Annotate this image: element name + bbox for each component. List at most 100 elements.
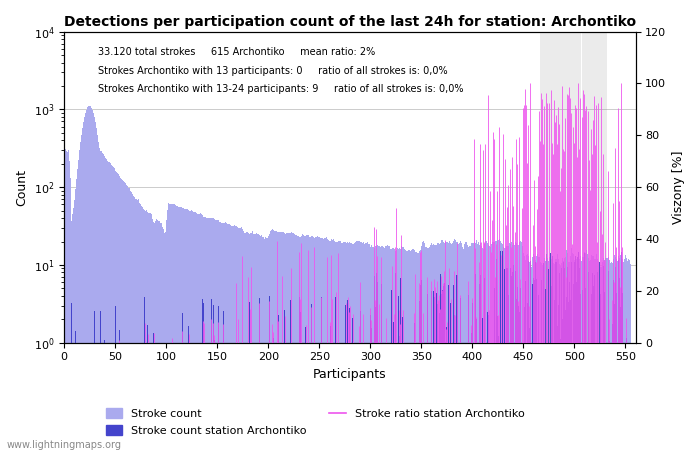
- Bar: [370, 315, 371, 450]
- Bar: [326, 237, 327, 450]
- Bar: [307, 235, 309, 450]
- Bar: [393, 248, 394, 450]
- Bar: [433, 243, 434, 450]
- Bar: [194, 212, 195, 450]
- Bar: [628, 259, 629, 450]
- Bar: [360, 242, 362, 450]
- Bar: [481, 246, 482, 450]
- Bar: [447, 242, 448, 450]
- Bar: [249, 234, 251, 450]
- Bar: [419, 301, 420, 450]
- Bar: [420, 285, 421, 450]
- Bar: [370, 247, 371, 450]
- Bar: [612, 280, 614, 450]
- Bar: [418, 253, 419, 450]
- Y-axis label: Viszony [%]: Viszony [%]: [672, 150, 685, 224]
- Bar: [385, 246, 386, 450]
- Bar: [499, 239, 500, 450]
- Bar: [228, 224, 229, 450]
- Bar: [182, 313, 183, 450]
- Bar: [479, 244, 480, 450]
- Bar: [596, 254, 597, 450]
- Bar: [470, 247, 471, 450]
- Bar: [149, 213, 150, 450]
- Bar: [381, 247, 382, 450]
- Bar: [309, 237, 311, 450]
- Bar: [223, 311, 224, 450]
- Bar: [606, 257, 608, 450]
- Bar: [517, 245, 518, 450]
- Bar: [589, 261, 590, 450]
- Bar: [616, 293, 617, 450]
- Bar: [410, 251, 411, 450]
- Text: Strokes Archontiko with 13 participants: 0     ratio of all strokes is: 0,0%: Strokes Archontiko with 13 participants:…: [99, 66, 448, 76]
- Bar: [180, 207, 181, 450]
- Bar: [198, 214, 200, 450]
- Bar: [225, 222, 226, 450]
- Bar: [535, 260, 536, 450]
- Bar: [346, 243, 347, 450]
- Bar: [623, 261, 624, 450]
- Bar: [469, 246, 470, 450]
- Bar: [109, 163, 111, 450]
- Bar: [496, 259, 497, 450]
- Bar: [557, 305, 559, 450]
- Bar: [135, 199, 136, 450]
- Bar: [168, 202, 169, 450]
- Bar: [431, 243, 432, 450]
- Bar: [622, 292, 623, 450]
- Bar: [183, 208, 184, 450]
- Bar: [594, 259, 595, 450]
- Bar: [538, 295, 539, 450]
- Bar: [362, 243, 363, 450]
- Bar: [588, 258, 589, 450]
- Bar: [276, 231, 277, 450]
- Bar: [564, 269, 565, 450]
- Bar: [147, 212, 148, 450]
- Bar: [106, 159, 108, 450]
- Bar: [197, 214, 198, 450]
- Bar: [196, 212, 197, 450]
- Bar: [211, 218, 213, 450]
- Bar: [543, 263, 545, 450]
- Bar: [246, 232, 247, 450]
- Bar: [367, 242, 368, 450]
- Bar: [312, 236, 313, 450]
- Bar: [450, 243, 452, 450]
- Bar: [584, 253, 585, 450]
- Bar: [614, 304, 615, 450]
- Bar: [488, 245, 489, 450]
- Bar: [570, 262, 572, 450]
- Bar: [305, 327, 307, 450]
- Bar: [627, 261, 628, 450]
- Bar: [576, 259, 577, 450]
- Bar: [620, 307, 621, 450]
- Bar: [603, 266, 605, 450]
- Bar: [575, 260, 576, 450]
- Bar: [352, 318, 354, 450]
- Bar: [240, 228, 241, 450]
- Bar: [172, 204, 173, 450]
- Bar: [505, 248, 507, 450]
- Bar: [311, 236, 312, 450]
- Bar: [442, 240, 443, 450]
- Bar: [466, 242, 467, 450]
- Bar: [399, 336, 400, 450]
- Bar: [543, 264, 545, 450]
- Bar: [468, 295, 469, 450]
- Bar: [405, 250, 407, 450]
- Bar: [463, 244, 465, 450]
- Bar: [260, 235, 262, 450]
- Bar: [220, 223, 222, 450]
- Bar: [78, 160, 79, 450]
- Bar: [337, 242, 338, 450]
- Bar: [278, 232, 279, 450]
- Bar: [407, 250, 409, 450]
- Bar: [144, 297, 145, 450]
- Bar: [401, 246, 402, 450]
- Bar: [421, 280, 422, 450]
- Bar: [195, 212, 196, 450]
- Bar: [579, 259, 580, 450]
- Bar: [289, 233, 290, 450]
- Bar: [71, 214, 73, 450]
